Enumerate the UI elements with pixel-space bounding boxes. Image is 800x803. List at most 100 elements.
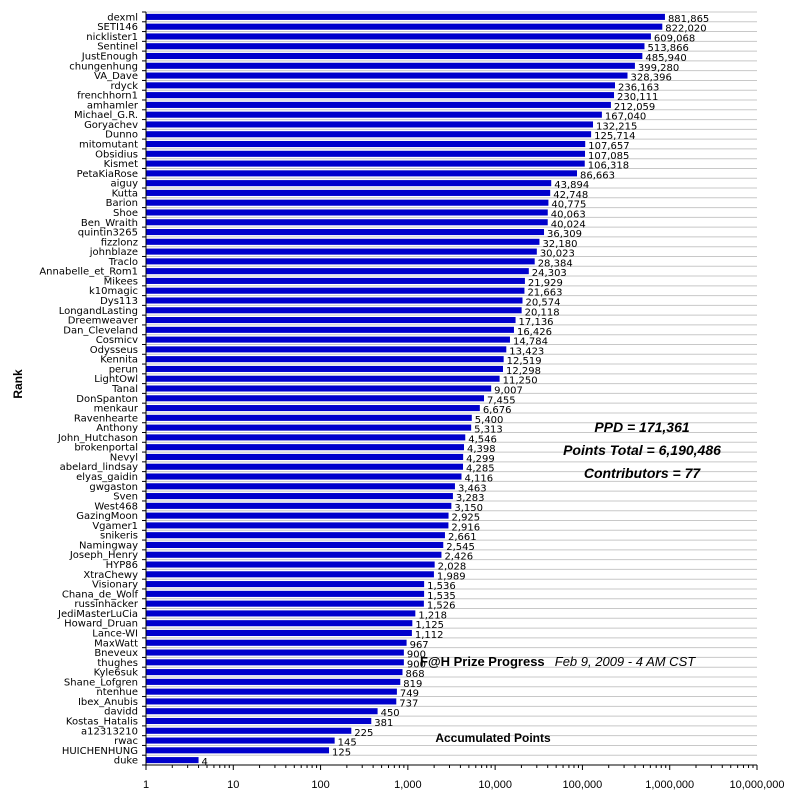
bar-Shoe xyxy=(146,209,548,216)
category-label: LightOwl xyxy=(94,374,138,385)
category-label: West468 xyxy=(94,501,138,512)
category-label: Sentinel xyxy=(97,42,138,53)
category-label: johnblaze xyxy=(89,247,138,258)
value-label: 1,526 xyxy=(427,601,456,612)
stat-contributors: Contributors = 77 xyxy=(584,465,702,481)
value-label: 4,398 xyxy=(467,444,496,455)
value-label: 3,283 xyxy=(456,493,485,504)
value-label: 7,455 xyxy=(487,395,516,406)
value-label: 5,400 xyxy=(475,415,504,426)
value-label: 1,112 xyxy=(415,630,444,641)
category-label: JediMasterLuCia xyxy=(57,609,138,620)
caption-title: F@H Prize Progress xyxy=(420,654,545,669)
category-label: gwgaston xyxy=(89,482,138,493)
category-label: Howard_Druan xyxy=(64,619,138,630)
value-label: 4,546 xyxy=(468,434,497,445)
caption: F@H Prize Progress Feb 9, 2009 - 4 AM CS… xyxy=(420,651,696,670)
x-tick-label: 100,000 xyxy=(563,779,603,791)
bar-Joseph_Henry xyxy=(146,551,442,558)
category-label: Odysseus xyxy=(90,345,138,356)
category-label: thughes xyxy=(97,658,138,669)
bar-HYP86 xyxy=(146,561,435,568)
category-labels: dexmlSETI146nicklister1SentinelJustEnoug… xyxy=(39,12,139,766)
value-label: 4,299 xyxy=(466,454,495,465)
category-label: amhamler xyxy=(87,100,139,111)
value-label: 819 xyxy=(403,679,422,690)
x-tick-label: 1 xyxy=(143,779,149,791)
bar-johnblaze xyxy=(146,248,537,255)
bar-duke xyxy=(146,757,199,764)
category-label: Ben_Wraith xyxy=(81,218,138,229)
value-label: 6,676 xyxy=(483,405,512,416)
category-label: Mikees xyxy=(104,276,138,287)
x-tick-label: 1,000,000 xyxy=(645,779,694,791)
category-label: Annabelle_et_Rom1 xyxy=(39,267,138,278)
category-label: Ravenhearte xyxy=(74,413,138,424)
value-label: 225 xyxy=(354,728,373,739)
category-label: Barion xyxy=(106,198,138,209)
category-label: a12313210 xyxy=(81,726,138,737)
bar-brokenportal xyxy=(146,444,465,451)
bar-rdyck xyxy=(146,82,616,89)
value-label: 14,784 xyxy=(513,337,548,348)
category-label: russinhacker xyxy=(74,599,139,610)
bar-quintin3265 xyxy=(146,229,545,236)
value-label: 4 xyxy=(202,757,208,768)
value-label: 236,163 xyxy=(618,82,659,93)
value-label: 399,280 xyxy=(638,63,679,74)
value-label: 24,303 xyxy=(532,268,567,279)
bar-Visionary xyxy=(146,581,425,588)
bar-Howard_Druan xyxy=(146,620,413,627)
value-label: 167,040 xyxy=(605,112,646,123)
category-label: SETI146 xyxy=(97,22,138,33)
category-label: elyas_gaidin xyxy=(76,472,138,483)
bar-perun xyxy=(146,365,503,372)
value-label: 3,463 xyxy=(458,483,487,494)
bar-Kostas_Hatalis xyxy=(146,717,372,725)
axes xyxy=(142,11,758,770)
category-label: Nevyl xyxy=(110,452,138,463)
bar-russinhacker xyxy=(146,600,424,607)
value-label: 12,298 xyxy=(506,366,541,377)
category-label: HYP86 xyxy=(106,560,138,571)
x-tick-label: 10 xyxy=(227,779,239,791)
value-label: 20,574 xyxy=(525,297,560,308)
value-label: 328,396 xyxy=(631,73,672,84)
bar-Sentinel xyxy=(146,43,645,50)
value-label: 125,714 xyxy=(594,131,635,142)
value-label: 13,423 xyxy=(509,346,544,357)
category-label: Dan_Cleveland xyxy=(63,325,138,336)
bar-frenchhorn1 xyxy=(146,92,615,99)
category-label: chungenhung xyxy=(69,61,138,72)
gridlines xyxy=(146,11,757,766)
category-label: aiguy xyxy=(110,179,138,190)
bar-elyas_gaidin xyxy=(146,473,462,480)
bar-a12313210 xyxy=(146,727,352,734)
value-label: 2,661 xyxy=(448,532,477,543)
bar-Vgamer1 xyxy=(146,522,449,529)
category-label: HUICHENHUNG xyxy=(62,746,138,757)
value-label: 4,116 xyxy=(464,474,493,485)
value-label: 1,535 xyxy=(427,591,456,602)
y-axis-title: Rank xyxy=(11,369,25,399)
bar-VA_Dave xyxy=(146,72,628,79)
category-label: abelard_lindsay xyxy=(60,462,138,473)
value-label: 36,309 xyxy=(547,229,582,240)
bar-Cosmicv xyxy=(146,336,510,343)
bar-menkaur xyxy=(146,405,480,412)
bar-Kismet xyxy=(146,160,585,167)
category-label: fizzlonz xyxy=(101,237,138,248)
category-label: Anthony xyxy=(96,423,138,434)
value-label: 40,775 xyxy=(551,200,586,211)
x-tick-label: 1,000 xyxy=(394,779,422,791)
category-label: k10magic xyxy=(89,286,138,297)
bars xyxy=(146,13,665,764)
category-label: Chana_de_Wolf xyxy=(62,589,139,600)
category-label: Dreemweaver xyxy=(68,316,139,327)
category-label: Cosmicv xyxy=(96,335,138,346)
category-label: Namingway xyxy=(79,540,138,551)
value-label: 2,028 xyxy=(438,562,467,573)
value-label: 609,068 xyxy=(654,33,695,44)
category-label: mitomutant xyxy=(79,140,138,151)
